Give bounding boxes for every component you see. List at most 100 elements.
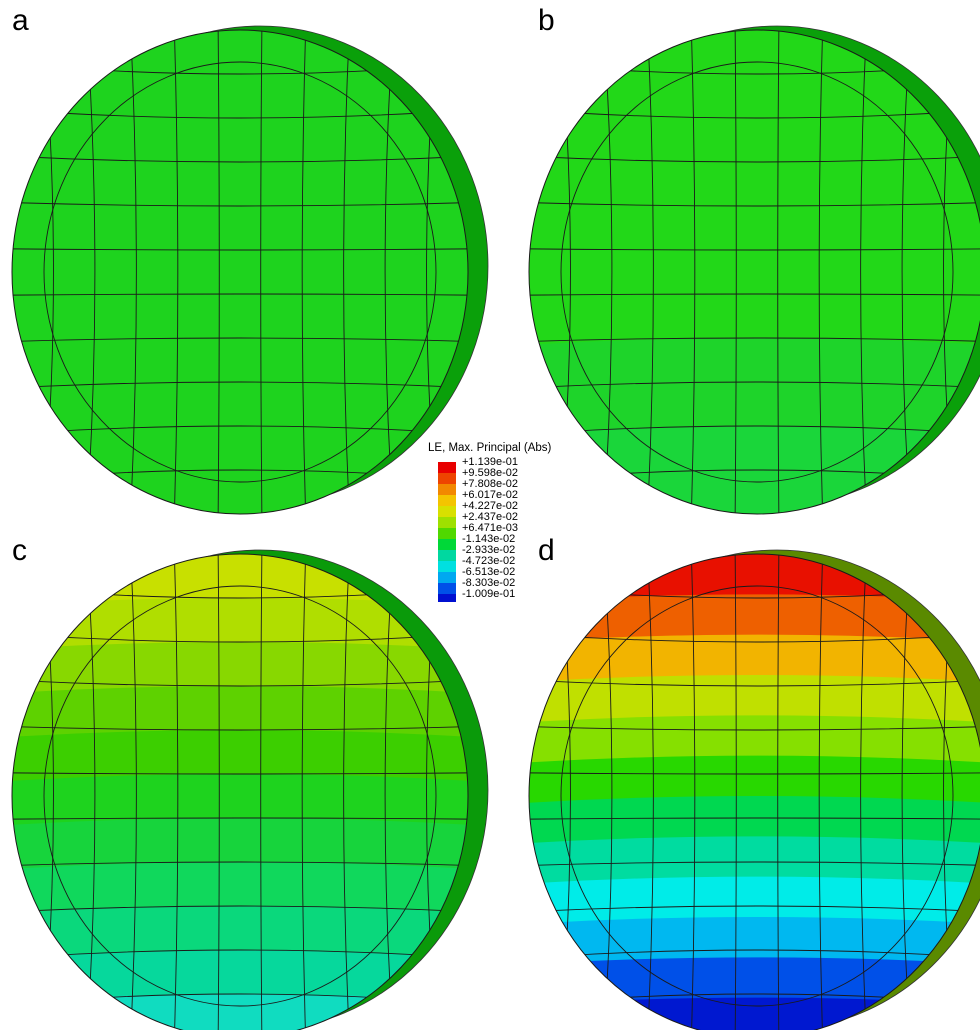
legend-swatch xyxy=(438,583,456,594)
contour-band xyxy=(12,730,468,782)
mesh-line xyxy=(130,554,137,1030)
mesh-ring xyxy=(560,61,954,483)
contour-band xyxy=(12,598,468,650)
mesh-line xyxy=(173,30,179,514)
mesh-line xyxy=(734,554,737,1030)
legend-label: +1.139e-01 xyxy=(462,456,518,468)
mesh-line xyxy=(301,30,307,514)
legend-label: +4.227e-02 xyxy=(462,500,518,512)
contour-band xyxy=(529,876,980,925)
mesh-line xyxy=(12,949,468,959)
legend-label: +2.437e-02 xyxy=(462,511,518,523)
contour-band xyxy=(12,250,468,302)
contour-band xyxy=(529,162,980,214)
disc-face xyxy=(529,554,980,1030)
legend-label: -6.513e-02 xyxy=(462,566,516,578)
contour-band xyxy=(12,686,468,738)
contour-band xyxy=(12,642,468,694)
panel-label-c: c xyxy=(12,534,27,567)
mesh-line xyxy=(130,30,137,514)
contour-band xyxy=(12,862,468,914)
mesh-line xyxy=(818,554,824,1030)
contour-band xyxy=(529,917,980,966)
mesh-line xyxy=(529,633,980,643)
disc-outline xyxy=(528,29,980,515)
contour-band xyxy=(12,294,468,346)
panel-label-a: a xyxy=(12,4,29,37)
mesh-line xyxy=(12,679,468,687)
contour-legend: LE, Max. Principal (Abs) +1.139e-01 +9.59… xyxy=(424,440,584,610)
mesh-line xyxy=(384,30,394,514)
contour-band xyxy=(529,250,980,302)
mesh-line xyxy=(384,554,394,1030)
mesh-line xyxy=(529,425,980,435)
contour-band xyxy=(529,594,980,643)
legend-label: -1.143e-02 xyxy=(462,533,516,545)
contour-band xyxy=(529,470,980,514)
legend-swatch xyxy=(438,561,456,572)
disc-outline xyxy=(11,553,469,1030)
mesh-line xyxy=(734,30,737,514)
legend-swatch xyxy=(438,539,456,550)
contour-band xyxy=(529,957,980,1006)
mesh-line xyxy=(860,554,867,1030)
mesh-line xyxy=(901,554,911,1030)
mesh-line xyxy=(12,425,468,435)
contour-band xyxy=(12,162,468,214)
legend-swatch xyxy=(438,495,456,506)
mesh-line xyxy=(12,381,468,389)
mesh-line xyxy=(343,554,350,1030)
contour-band xyxy=(529,554,980,603)
mesh-line xyxy=(86,554,96,1030)
mesh-line xyxy=(301,554,307,1030)
mesh-line xyxy=(217,30,220,514)
contour-band xyxy=(12,950,468,1002)
legend-label: -2.933e-02 xyxy=(462,544,516,556)
legend-swatch xyxy=(438,484,456,495)
mesh-line xyxy=(12,726,468,731)
contour-band xyxy=(12,74,468,126)
contour-band xyxy=(529,206,980,258)
disc-panel-b xyxy=(528,25,980,515)
legend-swatch xyxy=(438,550,456,561)
mesh-line xyxy=(12,337,468,342)
contour-band xyxy=(529,634,980,683)
contour-band xyxy=(529,426,980,478)
legend-swatch xyxy=(438,594,456,602)
contour-band xyxy=(12,554,468,606)
mesh-line xyxy=(529,905,980,913)
legend-swatch xyxy=(438,462,456,473)
mesh-line xyxy=(529,772,980,775)
mesh-line xyxy=(777,30,780,514)
mesh-line xyxy=(12,905,468,913)
contour-band xyxy=(12,30,468,82)
contour-band xyxy=(12,382,468,434)
legend-title: LE, Max. Principal (Abs) xyxy=(428,442,552,454)
legend-label: -8.303e-02 xyxy=(462,577,516,589)
legend-label: +7.808e-02 xyxy=(462,478,518,490)
legend-label: +6.471e-03 xyxy=(462,522,518,534)
contour-band xyxy=(12,906,468,958)
mesh-line xyxy=(529,293,980,296)
mesh-line xyxy=(529,949,980,959)
contour-band xyxy=(12,994,468,1030)
disc-panel-a xyxy=(11,25,489,515)
contour-band xyxy=(529,294,980,346)
mesh-ring xyxy=(43,61,437,483)
mesh-line xyxy=(690,30,696,514)
mesh-line xyxy=(603,554,613,1030)
legend-swatch xyxy=(438,528,456,539)
disc-outline xyxy=(528,553,980,1030)
mesh-line xyxy=(12,293,468,296)
mesh-line xyxy=(12,772,468,775)
mesh-line xyxy=(217,554,220,1030)
contour-band xyxy=(529,338,980,390)
mesh-line xyxy=(529,202,980,207)
mesh-line xyxy=(690,554,696,1030)
contour-band xyxy=(529,836,980,885)
legend-label: -1.009e-01 xyxy=(462,588,516,600)
contour-band xyxy=(529,118,980,170)
mesh-line xyxy=(12,633,468,643)
disc-face xyxy=(12,30,468,514)
